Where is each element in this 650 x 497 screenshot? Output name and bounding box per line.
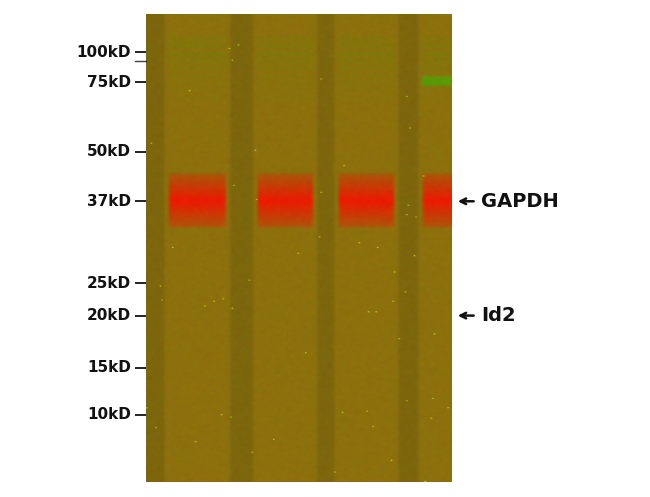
- Text: 37kD: 37kD: [87, 194, 131, 209]
- Text: 100kD: 100kD: [77, 45, 131, 60]
- Text: 20kD: 20kD: [87, 308, 131, 323]
- Text: 50kD: 50kD: [87, 144, 131, 159]
- Text: 75kD: 75kD: [87, 75, 131, 89]
- Text: 15kD: 15kD: [87, 360, 131, 375]
- Text: Id2: Id2: [481, 306, 515, 325]
- Text: GAPDH: GAPDH: [481, 192, 559, 211]
- Text: 10kD: 10kD: [87, 408, 131, 422]
- Text: 25kD: 25kD: [87, 276, 131, 291]
